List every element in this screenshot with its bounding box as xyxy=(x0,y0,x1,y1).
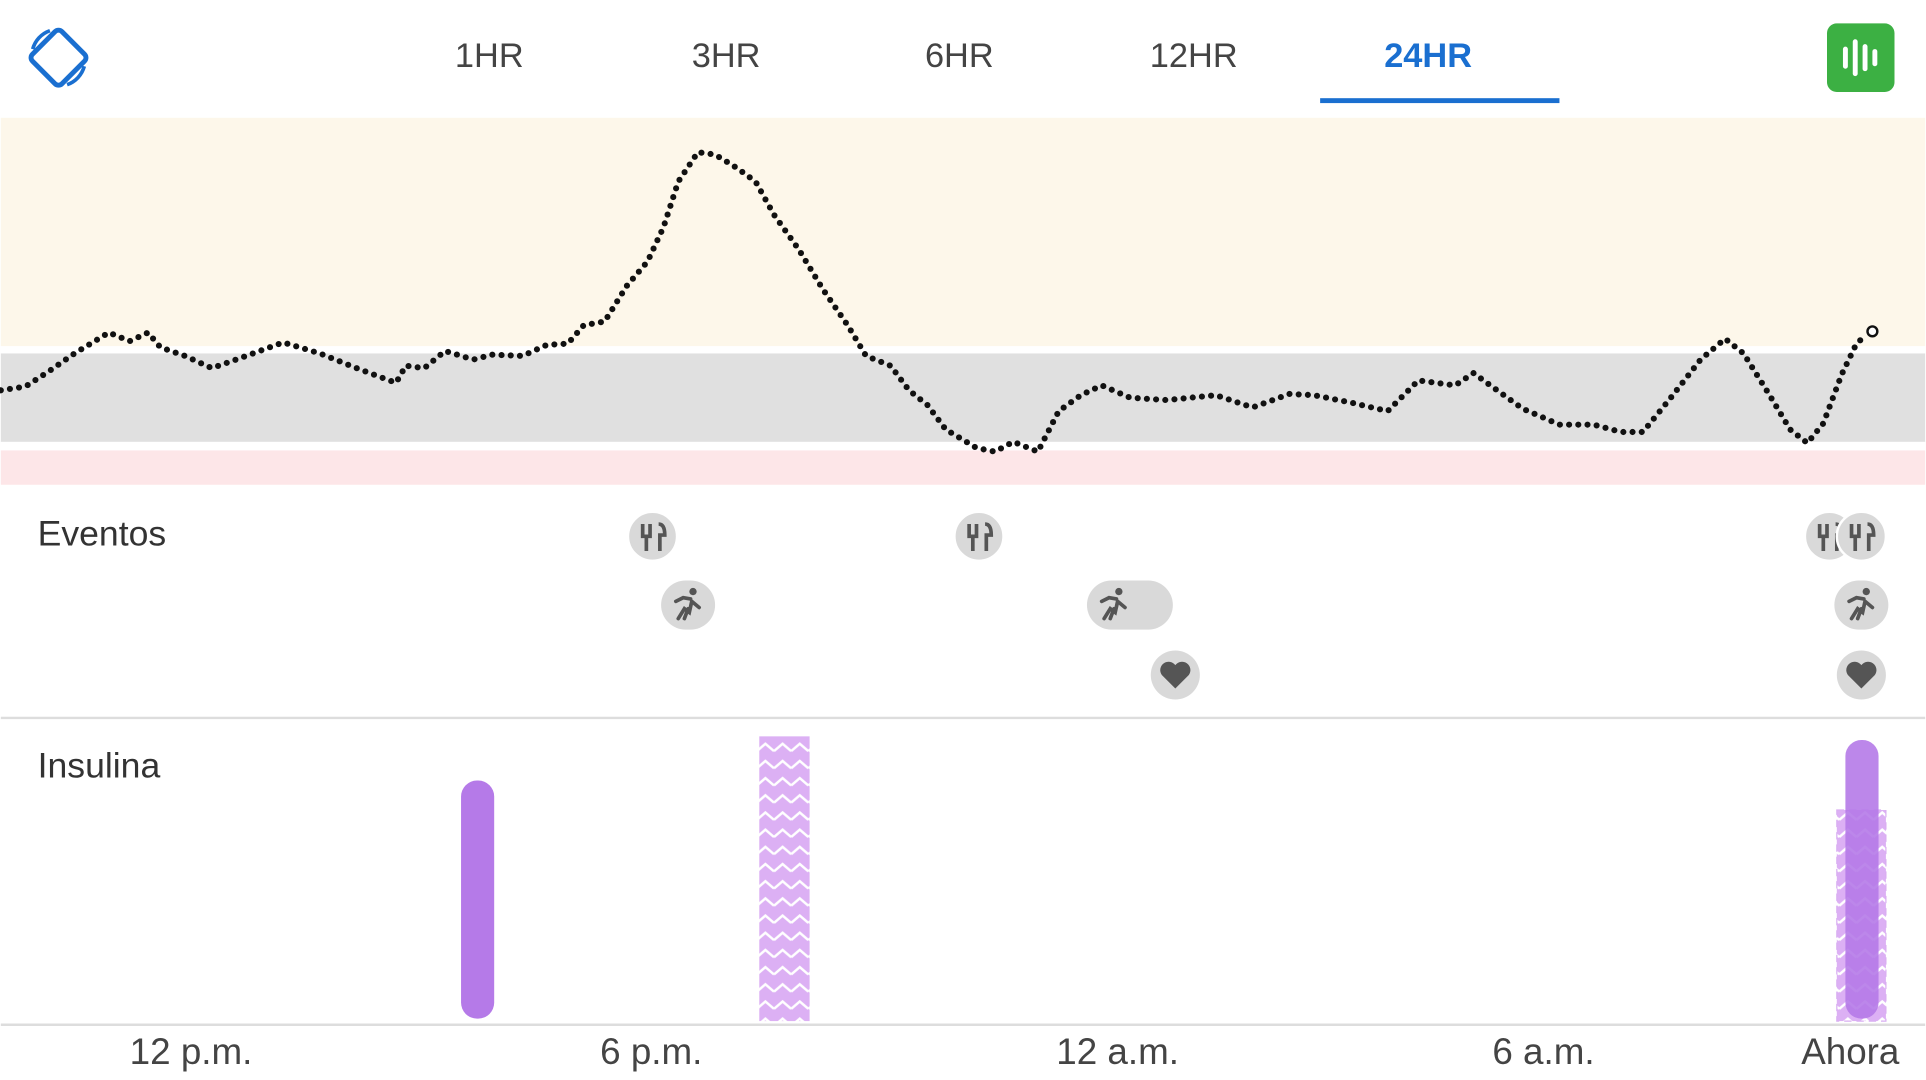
meal-event[interactable] xyxy=(1835,510,1888,563)
target-range-band xyxy=(0,353,1926,442)
time-labels: 12 p.m. 6 p.m. 12 a.m. 6 a.m. Ahora xyxy=(130,1031,1900,1072)
tab[interactable]: 1HR xyxy=(455,37,524,75)
meal-event[interactable] xyxy=(626,510,679,563)
glucose-trace xyxy=(0,148,1870,456)
meal-event[interactable] xyxy=(953,510,1005,563)
time-label: 12 p.m. xyxy=(130,1031,253,1072)
meal-icon xyxy=(640,522,667,552)
exercise-event[interactable] xyxy=(661,580,716,630)
exercise-event[interactable] xyxy=(1086,580,1173,630)
tab-bar: 1HR 3HR 6HR 12HR 24HR xyxy=(455,37,1560,104)
tab-indicator xyxy=(1320,98,1560,104)
tab[interactable]: 12HR xyxy=(1150,37,1238,75)
low-range-band xyxy=(0,450,1926,485)
bolus-bar xyxy=(1845,740,1879,1019)
exercise-icon xyxy=(689,587,697,596)
event-icons xyxy=(626,510,1889,700)
events-label: Eventos xyxy=(38,514,167,554)
time-label: 6 a.m. xyxy=(1492,1031,1594,1072)
exercise-icon xyxy=(1862,587,1870,596)
insulin-label: Insulina xyxy=(38,746,161,786)
meal-icon xyxy=(967,522,994,552)
time-label: Ahora xyxy=(1801,1031,1900,1072)
exercise-icon xyxy=(1115,587,1123,596)
rotate-button[interactable] xyxy=(28,27,89,88)
heart-icon xyxy=(1846,661,1877,689)
time-label: 6 p.m. xyxy=(600,1031,702,1072)
tab[interactable]: 6HR xyxy=(925,37,994,75)
exercise-icon xyxy=(673,595,701,621)
report-button[interactable] xyxy=(1827,23,1895,93)
exercise-icon xyxy=(1099,595,1127,621)
current-reading xyxy=(1866,325,1879,338)
bolus-bar xyxy=(461,780,495,1019)
tab[interactable]: 3HR xyxy=(692,37,761,75)
exercise-icon xyxy=(1847,595,1875,621)
meal-icon xyxy=(1849,522,1876,552)
exercise-event[interactable] xyxy=(1834,580,1889,630)
time-label: 12 a.m. xyxy=(1056,1031,1179,1072)
tab[interactable]: 24HR xyxy=(1384,37,1472,75)
heart-icon xyxy=(1160,661,1191,689)
high-range-band xyxy=(0,117,1926,347)
basal-bar xyxy=(759,736,810,1022)
